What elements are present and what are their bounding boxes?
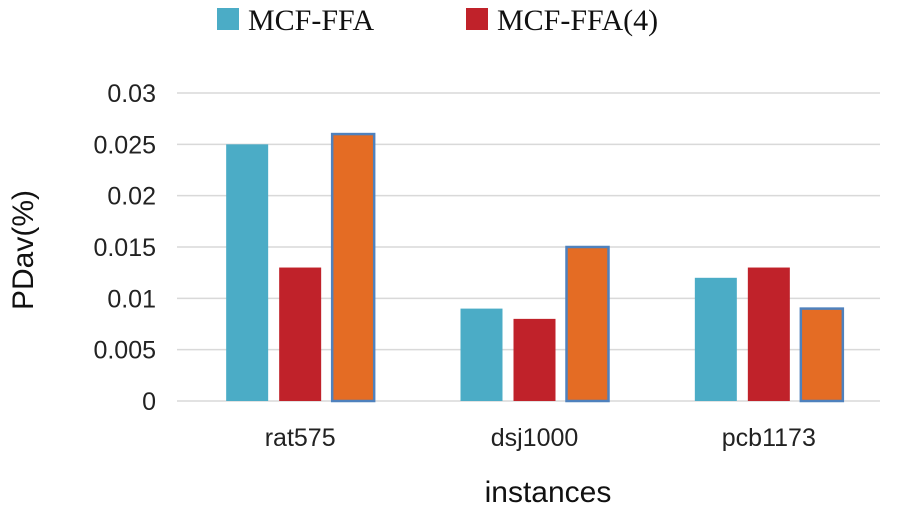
bar	[460, 308, 503, 401]
y-tick-label: 0.01	[107, 285, 156, 313]
x-tick-label: rat575	[265, 424, 336, 452]
bar	[799, 307, 845, 403]
bar	[330, 132, 376, 403]
x-axis-title: instances	[485, 476, 612, 509]
y-tick-label: 0.03	[107, 80, 156, 108]
bar	[565, 245, 610, 403]
y-tick-label: 0.025	[93, 131, 156, 159]
x-tick-label: dsj1000	[491, 424, 579, 452]
bar	[694, 277, 737, 401]
y-axis-title: PDav(%)	[7, 190, 40, 310]
legend-label-mcf-ffa: MCF-FFA	[248, 4, 375, 37]
legend-swatch-mcf-ffa-4	[466, 8, 488, 30]
bars	[226, 132, 845, 403]
x-axis-categories: rat575 dsj1000 pcb1173	[265, 424, 816, 452]
x-tick-label: pcb1173	[722, 424, 816, 452]
y-tick-label: 0.02	[107, 183, 156, 211]
legend-label-mcf-ffa-4: MCF-FFA(4)	[497, 4, 658, 37]
legend: MCF-FFA MCF-FFA(4)	[217, 4, 658, 37]
bar	[226, 144, 269, 402]
y-tick-label: 0	[142, 388, 156, 416]
y-axis-ticks: 0 0.005 0.01 0.015 0.02 0.025 0.03	[93, 80, 156, 416]
y-tick-label: 0.015	[93, 234, 156, 262]
legend-swatch-mcf-ffa	[217, 8, 239, 30]
bar	[279, 267, 322, 401]
bar	[513, 318, 556, 401]
y-tick-label: 0.005	[93, 337, 156, 365]
bar	[747, 267, 790, 401]
